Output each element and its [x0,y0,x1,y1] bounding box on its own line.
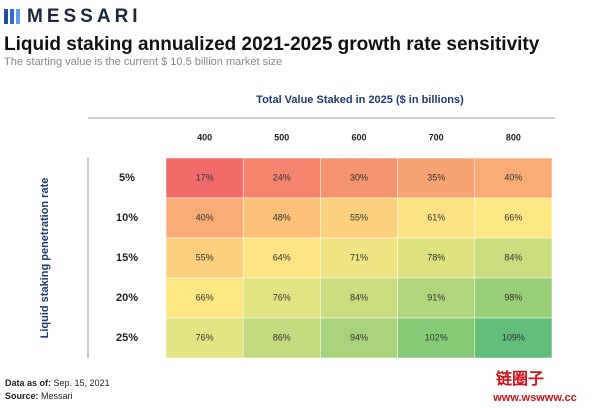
cell-value: 17% [196,172,214,182]
cell-value: 78% [427,252,445,262]
heatmap-cell [474,277,553,319]
column-label: 800 [506,132,521,142]
heatmap-cell [242,277,321,319]
heatmap-cell [320,277,398,319]
cell-value: 40% [196,212,214,222]
cell-value: 76% [196,332,214,342]
heatmap-cell [397,237,476,279]
heatmap-cell [474,197,553,239]
footer-value: Sep. 15, 2021 [54,378,110,388]
footer-label: Data as of: [5,378,51,388]
cell-value: 55% [350,212,368,222]
heatmap-cell [242,197,321,239]
heatmap-cell [320,157,398,199]
row-label: 5% [119,172,135,184]
heatmap-cell [474,317,553,359]
heatmap-cell [320,317,398,359]
heatmap-cell [474,237,553,279]
heatmap-cell [165,277,244,319]
subtitle: The starting value is the current $ 10.5… [4,56,282,68]
column-label: 600 [351,132,366,142]
heatmap-cell [242,317,321,359]
heatmap-cell [397,157,476,199]
cell-value: 84% [350,292,368,302]
watermark-url: www.wswww.cc [492,392,577,404]
cell-value: 86% [273,332,291,342]
heatmap: 400 500 600 700 800 5% 17% 24% 30% 35% 40% 10% 40% 48… [116,132,553,359]
heatmap-cell [165,157,244,199]
cell-value: 102% [425,332,448,342]
column-title: Total Value Staked in 2025 ($ in billion… [256,94,464,106]
cell-value: 109% [502,332,525,342]
heatmap-cell [397,197,476,239]
cell-value: 24% [273,172,291,182]
heatmap-cell [397,277,476,319]
logo-icon [4,9,20,24]
heatmap-cell [474,157,553,199]
footer-line: Source: Messari [5,391,73,401]
logo: MESSARI [27,6,142,27]
cell-value: 71% [350,252,368,262]
heatmap-cell [397,317,476,359]
heatmap-cell [165,197,244,239]
cell-value: 91% [427,292,445,302]
heatmap-cell [165,317,244,359]
footer-value: Messari [41,391,73,401]
cell-value: 30% [350,172,368,182]
row-label: 15% [116,252,138,264]
row-label: 20% [116,292,138,304]
row-title: Liquid staking penetration rate [39,178,51,339]
cell-value: 64% [273,252,291,262]
cell-value: 94% [350,332,368,342]
cell-value: 40% [504,172,522,182]
cell-value: 76% [273,292,291,302]
cell-value: 66% [196,292,214,302]
cell-value: 61% [427,212,445,222]
cell-value: 55% [196,252,214,262]
footer-label: Source: [5,391,39,401]
watermark: 链圈子 [496,369,544,388]
cell-value: 66% [504,212,522,222]
column-label: 400 [197,132,212,142]
cell-value: 35% [427,172,445,182]
cell-value: 84% [504,252,522,262]
title: Liquid staking annualized 2021-2025 grow… [4,34,540,55]
cell-value: 98% [504,292,522,302]
row-label: 10% [116,212,138,224]
column-label: 700 [429,132,444,142]
heatmap-cell [320,237,398,279]
row-label: 25% [116,332,138,344]
footer-line: Data as of: Sep. 15, 2021 [5,378,110,388]
column-label: 500 [274,132,289,142]
heatmap-cell [165,237,244,279]
cell-value: 48% [273,212,291,222]
